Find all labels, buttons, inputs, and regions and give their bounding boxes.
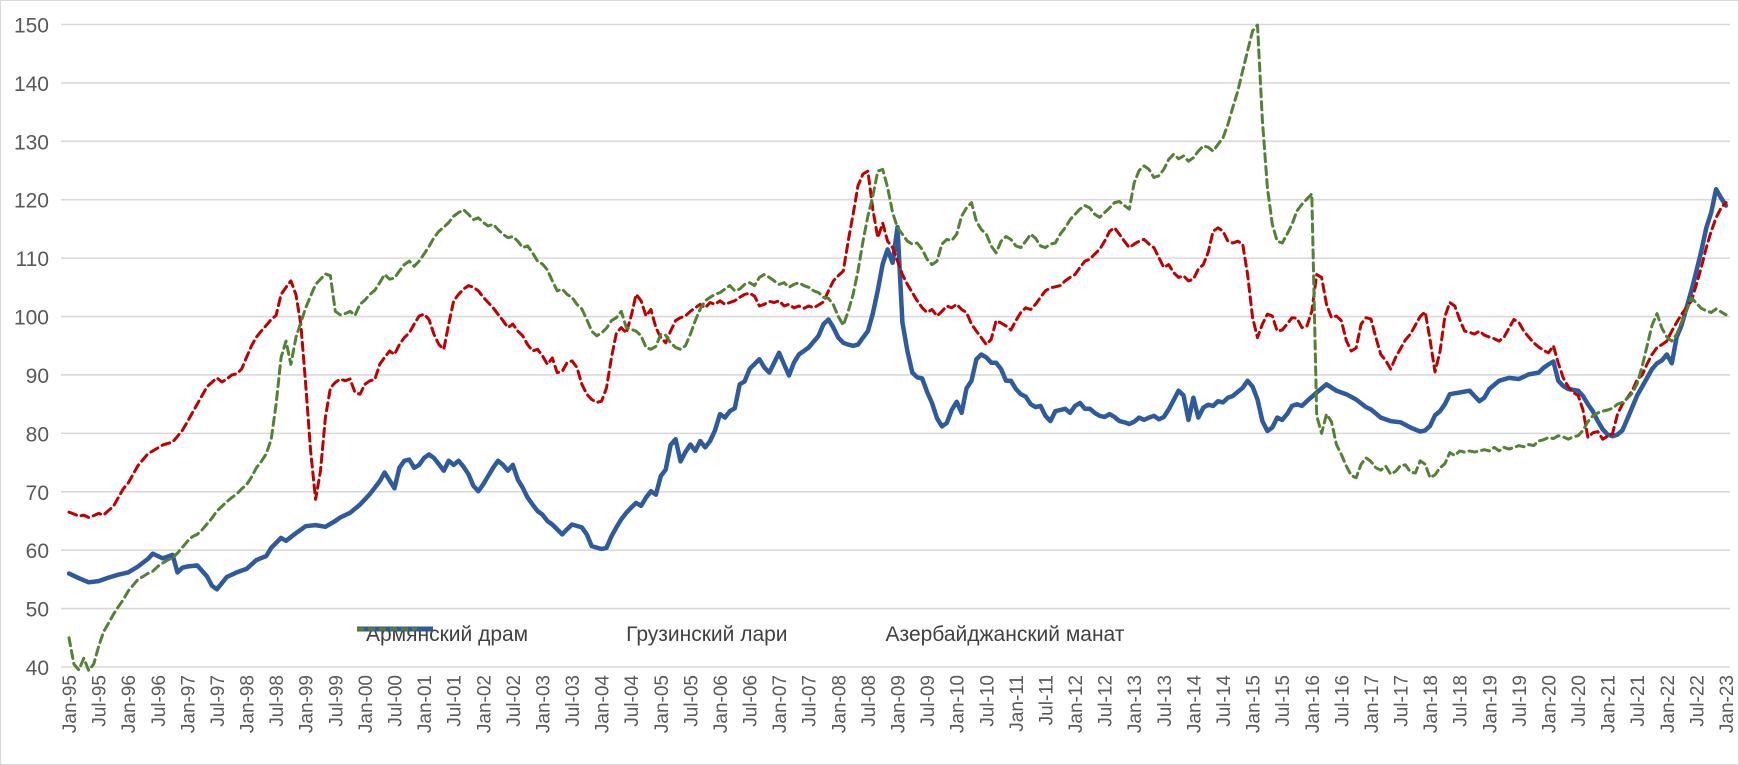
x-axis-label: Jan-04 (593, 675, 614, 734)
x-axis-label: Jul-12 (1096, 675, 1117, 727)
x-axis-label: Jul-18 (1451, 675, 1472, 727)
series-line (67, 169, 1728, 519)
legend-label: Грузинский лари (626, 623, 788, 646)
x-axis-label: Jan-22 (1658, 675, 1679, 733)
y-axis-label: 120 (14, 190, 49, 213)
x-axis-label: Jan-11 (1007, 675, 1028, 732)
x-axis-label: Jul-95 (90, 675, 111, 727)
x-axis-label: Jul-02 (504, 675, 525, 727)
y-axis-label: 90 (26, 365, 49, 388)
x-axis-label: Jan-12 (1066, 675, 1087, 733)
x-axis-label: Jul-05 (681, 675, 702, 727)
y-axis-label: 70 (26, 482, 49, 505)
x-axis-label: Jul-98 (267, 675, 288, 727)
x-axis-label: Jan-20 (1539, 675, 1560, 733)
y-axis-label: 130 (14, 131, 49, 154)
x-axis-label: Jul-04 (622, 675, 643, 727)
y-axis-label: 110 (16, 248, 49, 271)
x-axis-label: Jan-06 (711, 675, 732, 733)
x-axis-label: Jul-17 (1392, 675, 1413, 727)
x-axis-label: Jan-95 (60, 675, 81, 733)
x-axis-label: Jan-23 (1717, 675, 1738, 733)
y-axis-label: 40 (26, 657, 49, 680)
x-axis-label: Jul-21 (1628, 675, 1649, 727)
x-axis-label: Jan-05 (652, 675, 673, 733)
x-axis-label: Jul-16 (1332, 675, 1353, 727)
x-axis-label: Jan-15 (1244, 675, 1265, 733)
x-axis-label: Jan-10 (948, 675, 969, 733)
y-axis-label: 60 (26, 540, 49, 563)
y-axis-label: 150 (14, 15, 49, 38)
x-axis-label: Jan-17 (1362, 675, 1383, 733)
x-axis-label: Jan-99 (297, 675, 318, 733)
x-axis-label: Jul-10 (977, 675, 998, 727)
legend-item-azerbaijani-manat: Азербайджанский манат (357, 623, 1125, 647)
x-axis-label: Jan-18 (1421, 675, 1442, 733)
x-axis-label: Jul-03 (563, 675, 584, 727)
x-axis-label: Jan-21 (1599, 675, 1620, 733)
series-line (67, 23, 1728, 672)
x-axis-label: Jul-20 (1569, 675, 1590, 727)
x-axis-label: Jan-07 (770, 675, 791, 733)
x-axis-label: Jan-14 (1184, 675, 1205, 734)
x-axis-label: Jan-08 (829, 675, 850, 733)
x-axis-label: Jul-00 (385, 675, 406, 727)
x-axis-label: Jan-00 (356, 675, 377, 733)
x-axis-label: Jul-96 (149, 675, 170, 727)
x-axis-label: Jul-22 (1687, 675, 1708, 727)
x-axis-label: Jul-14 (1214, 675, 1235, 727)
x-axis-label: Jan-03 (533, 675, 554, 733)
x-axis-label: Jul-97 (208, 675, 229, 727)
x-axis-label: Jan-13 (1125, 675, 1146, 733)
y-axis-label: 140 (14, 73, 49, 96)
x-axis-label: Jul-15 (1273, 675, 1294, 727)
x-axis-label: Jul-99 (326, 675, 347, 727)
legend: Армянский драм Грузинский лари Азербайдж… (356, 623, 1124, 647)
x-axis-label: Jan-02 (474, 675, 495, 733)
legend-item-georgian-lari: Грузинский лари (357, 623, 788, 647)
series-line (66, 186, 1729, 592)
x-axis-label: Jul-19 (1510, 675, 1531, 727)
x-axis-label: Jul-08 (859, 675, 880, 727)
x-axis-label: Jul-13 (1155, 675, 1176, 727)
legend-label: Азербайджанский манат (885, 623, 1125, 646)
x-axis-label: Jan-09 (889, 675, 910, 733)
x-axis-label: Jul-07 (800, 675, 821, 727)
x-axis-label: Jan-01 (415, 675, 436, 733)
x-axis-label: Jan-19 (1480, 675, 1501, 733)
y-axis-label: 100 (14, 307, 49, 330)
x-axis-label: Jul-01 (445, 675, 466, 727)
x-axis-label: Jul-09 (918, 675, 939, 727)
x-axis-label: Jan-16 (1303, 675, 1324, 733)
x-axis-label: Jan-98 (238, 675, 259, 733)
x-axis-label: Jan-96 (119, 675, 140, 733)
y-axis-label: 50 (26, 599, 49, 622)
x-axis-label: Jan-97 (178, 675, 199, 733)
y-axis-label: 80 (26, 423, 49, 446)
x-axis-label: Jul-06 (741, 675, 762, 727)
x-axis-label: Jul-11 (1036, 675, 1057, 725)
